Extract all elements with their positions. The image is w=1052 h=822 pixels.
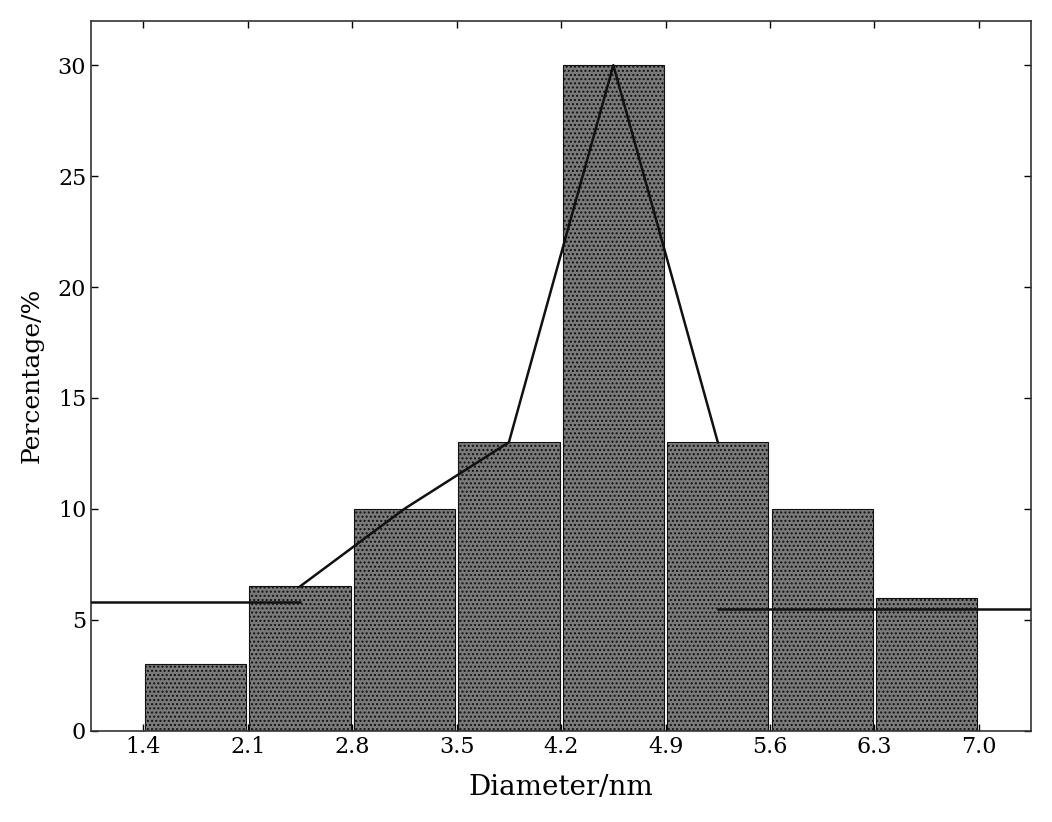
Bar (771, 509, 873, 731)
Bar (667, 442, 768, 731)
X-axis label: Diameter/nm: Diameter/nm (469, 774, 653, 801)
Bar (249, 586, 350, 731)
Bar (459, 442, 560, 731)
Bar (145, 664, 246, 731)
Bar (353, 509, 456, 731)
Bar (876, 598, 977, 731)
Y-axis label: Percentage/%: Percentage/% (21, 289, 44, 464)
Bar (563, 65, 664, 731)
